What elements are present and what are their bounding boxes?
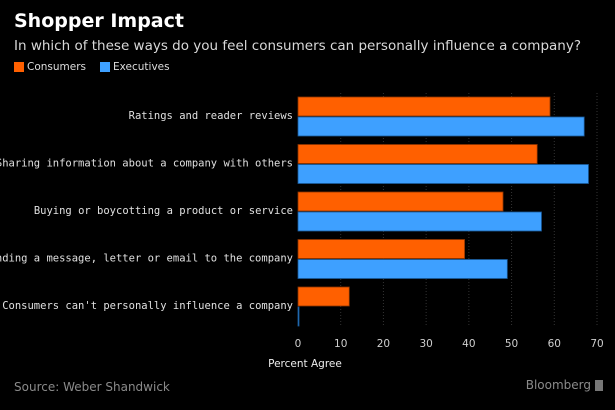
legend-label-executives: Executives bbox=[113, 61, 170, 73]
category-label: Ratings and reader reviews bbox=[129, 110, 293, 122]
bar-executives bbox=[297, 306, 300, 327]
source-note: Source: Weber Shandwick bbox=[14, 380, 170, 394]
legend-swatch-executives bbox=[100, 62, 111, 72]
bar-consumers bbox=[297, 286, 350, 307]
x-tick-label: 20 bbox=[377, 338, 390, 350]
legend-swatch-consumers bbox=[14, 62, 24, 72]
legend-item-consumers: Consumers bbox=[14, 61, 86, 73]
bar-executives bbox=[297, 164, 589, 184]
bar-consumers bbox=[297, 239, 465, 259]
category-label: Sending a message, letter or email to th… bbox=[0, 253, 293, 265]
category-label: Buying or boycotting a product or servic… bbox=[34, 205, 293, 217]
bar-consumers bbox=[297, 96, 551, 117]
bar-consumers bbox=[297, 144, 538, 164]
x-tick-label: 50 bbox=[505, 338, 518, 350]
category-label: Sharing information about a company with… bbox=[0, 158, 293, 170]
legend: Consumers Executives bbox=[14, 61, 170, 73]
x-axis-label: Percent Agree bbox=[268, 358, 342, 370]
x-tick-label: 30 bbox=[419, 338, 432, 350]
brand-label: Bloomberg bbox=[525, 378, 591, 392]
brand: Bloomberg bbox=[526, 378, 603, 392]
x-tick-label: 40 bbox=[462, 338, 475, 350]
x-tick-label: 0 bbox=[295, 338, 302, 350]
bar-consumers bbox=[297, 191, 504, 212]
category-label: Consumers can't personally influence a c… bbox=[2, 300, 293, 312]
bar-executives bbox=[297, 116, 585, 137]
bar-executives bbox=[297, 259, 508, 279]
legend-item-executives: Executives bbox=[100, 61, 170, 73]
x-tick-label: 60 bbox=[548, 338, 561, 350]
x-tick-label: 10 bbox=[334, 338, 347, 350]
chart-title: Shopper Impact bbox=[14, 10, 184, 32]
legend-label-consumers: Consumers bbox=[27, 61, 87, 73]
x-tick-label: 70 bbox=[590, 338, 603, 350]
bloomberg-logo-icon bbox=[595, 379, 603, 391]
bar-executives bbox=[297, 211, 542, 232]
chart-subtitle: In which of these ways do you feel consu… bbox=[14, 38, 582, 54]
